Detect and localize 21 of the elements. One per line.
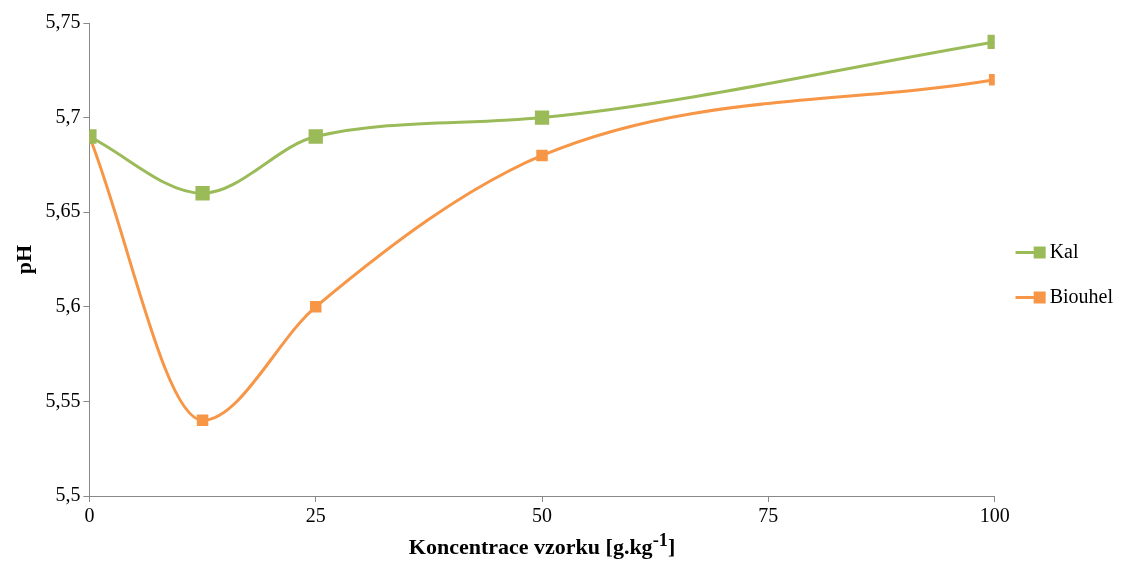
point xyxy=(534,110,550,125)
point xyxy=(309,301,322,313)
y-tick-label: 5,55 xyxy=(45,388,81,411)
point xyxy=(196,414,209,427)
point xyxy=(308,129,323,144)
x-tick-label: 100 xyxy=(979,504,1010,527)
x-tick-label: 0 xyxy=(84,504,95,527)
y-tick-label: 5,65 xyxy=(45,199,81,222)
point xyxy=(195,186,210,201)
legend-label: Biouhel xyxy=(1049,284,1114,307)
y-tick-label: 5,7 xyxy=(55,104,81,127)
x-axis-title: Koncentrace vzorku [g.kg$^{-1}$] xyxy=(408,530,676,561)
x-tick-label: 50 xyxy=(532,504,553,527)
y-tick-label: 5,6 xyxy=(55,294,81,317)
point xyxy=(536,149,548,162)
legend-label: Kal xyxy=(1049,239,1079,262)
y-tick-label: 5,5 xyxy=(55,483,81,506)
x-tick-label: 75 xyxy=(758,504,779,527)
y-tick-label: 5,75 xyxy=(45,10,81,33)
x-tick-label: 25 xyxy=(305,504,326,527)
y-axis-title: pH xyxy=(10,244,36,275)
